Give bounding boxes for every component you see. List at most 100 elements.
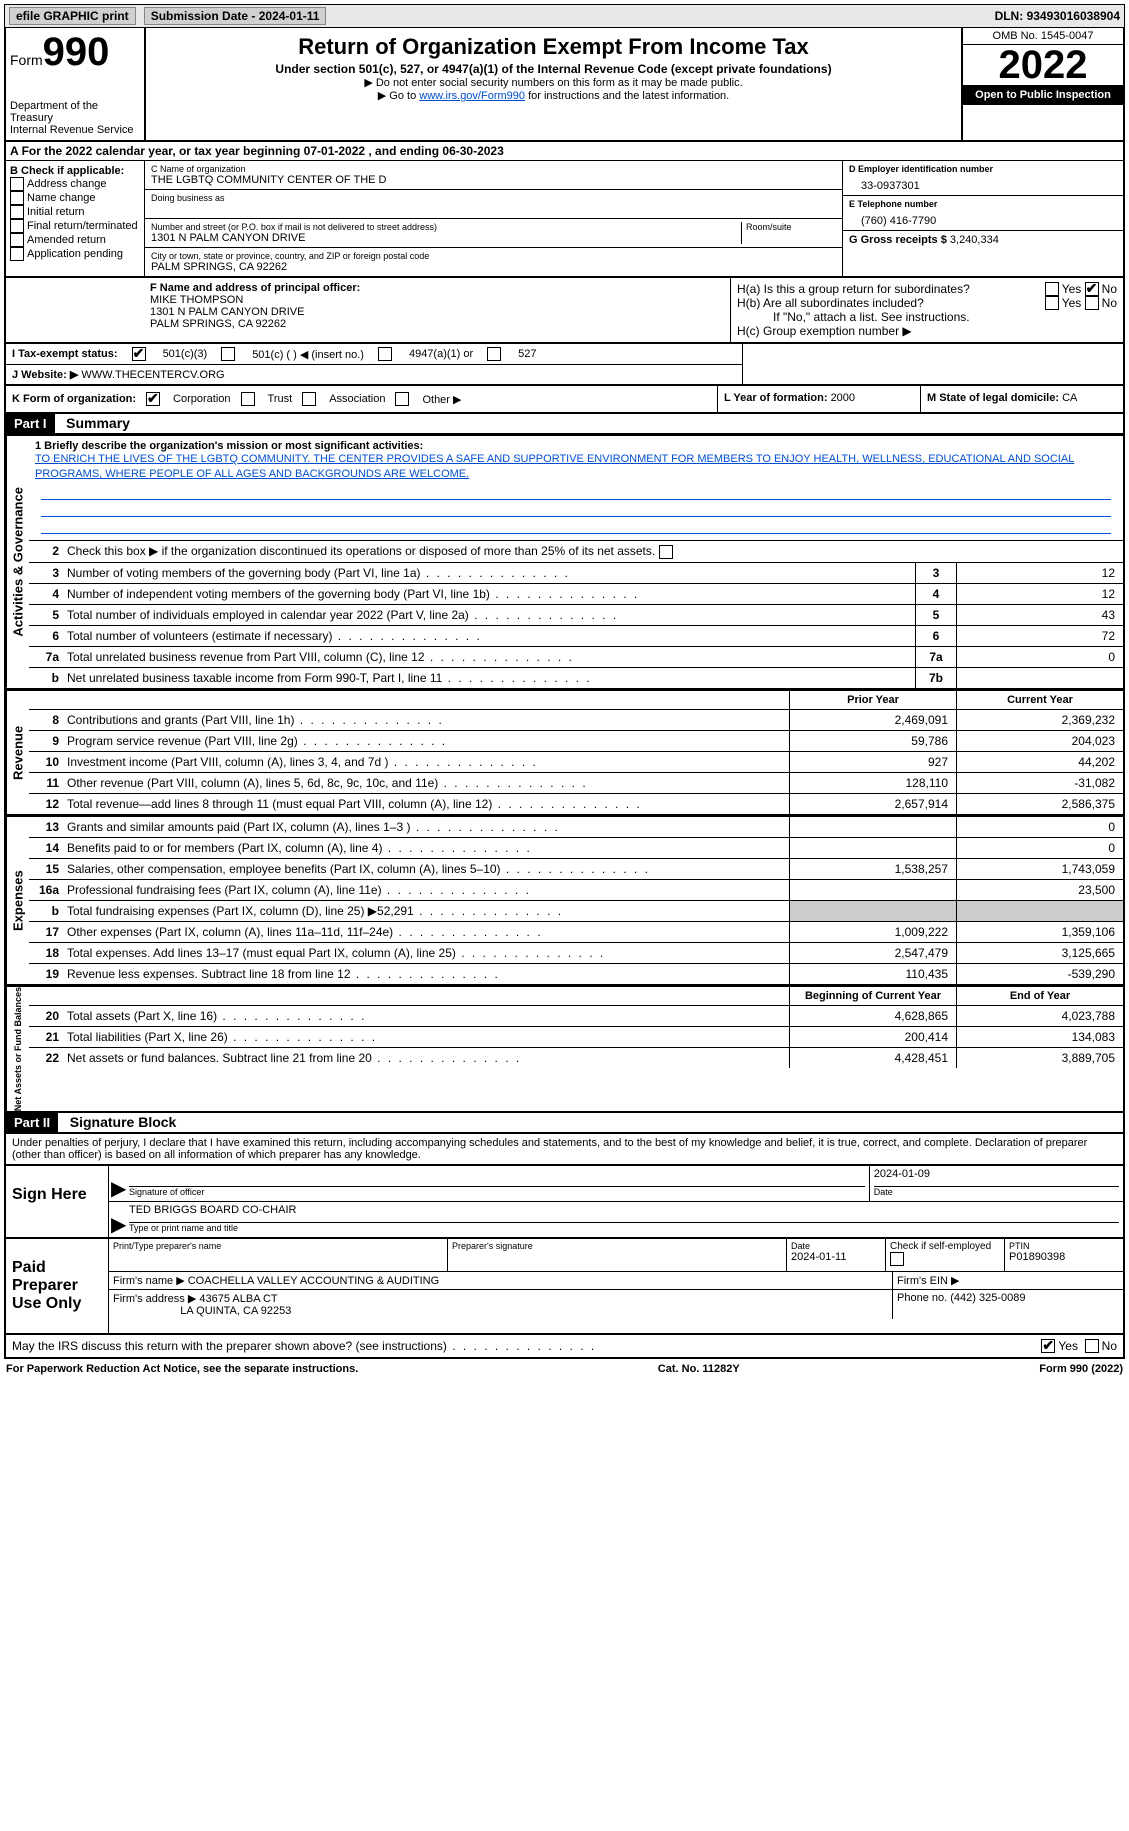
ln6: 6	[29, 626, 65, 646]
py-9: 59,786	[789, 731, 956, 751]
form-header: Form990 Department of the Treasury Inter…	[4, 28, 1125, 142]
cy-13: 0	[956, 817, 1123, 837]
phone-val: (760) 416-7790	[849, 209, 1117, 227]
ln19: 19	[29, 964, 65, 984]
py-11: 128,110	[789, 773, 956, 793]
key-6: 6	[915, 626, 957, 646]
desc-17: Other expenses (Part IX, column (A), lin…	[65, 922, 789, 942]
ij-row: I Tax-exempt status: 501(c)(3) 501(c) ( …	[4, 344, 1125, 386]
cb-4947[interactable]	[378, 347, 392, 361]
box-b-title: B Check if applicable:	[10, 165, 140, 177]
ha-yes[interactable]	[1045, 282, 1059, 296]
opt-final: Final return/terminated	[27, 220, 138, 232]
cb-name-change[interactable]	[10, 191, 24, 205]
desc-21: Total liabilities (Part X, line 26)	[65, 1027, 789, 1047]
arrow-icon: ▶	[109, 1166, 125, 1201]
prep-check-lbl: Check if self-employed	[890, 1241, 991, 1252]
firm-phone-val: (442) 325-0089	[950, 1292, 1025, 1304]
cb-501c3[interactable]	[132, 347, 146, 361]
desc-16a: Professional fundraising fees (Part IX, …	[65, 880, 789, 900]
py-20: 4,628,865	[789, 1006, 956, 1026]
cb-assoc[interactable]	[302, 392, 316, 406]
py-22: 4,428,451	[789, 1048, 956, 1068]
eoy-hdr: End of Year	[956, 987, 1123, 1005]
submission-date-btn[interactable]: Submission Date - 2024-01-11	[144, 7, 327, 25]
cb-self-employed[interactable]	[890, 1252, 904, 1266]
discuss-yes[interactable]	[1041, 1339, 1055, 1353]
desc-11: Other revenue (Part VIII, column (A), li…	[65, 773, 789, 793]
mission-text: TO ENRICH THE LIVES OF THE LGBTQ COMMUNI…	[35, 452, 1117, 483]
cb-pending[interactable]	[10, 247, 24, 261]
key-b: 7b	[915, 668, 957, 688]
cb-other[interactable]	[395, 392, 409, 406]
cy-9: 204,023	[956, 731, 1123, 751]
hb-note: If "No," attach a list. See instructions…	[737, 310, 1117, 324]
desc-5: Total number of individuals employed in …	[65, 605, 915, 625]
mission-lbl: 1 Briefly describe the organization's mi…	[35, 440, 1117, 452]
gross-val: 3,240,334	[950, 234, 999, 246]
website-lbl: J Website: ▶	[12, 369, 81, 381]
form-number: 990	[43, 30, 110, 74]
py-13	[789, 817, 956, 837]
col-b-checks: B Check if applicable: Address change Na…	[6, 161, 145, 276]
efile-print-btn[interactable]: efile GRAPHIC print	[9, 7, 136, 25]
mission-blank2	[41, 502, 1111, 517]
val-3: 12	[957, 563, 1123, 583]
desc-b: Net unrelated business taxable income fr…	[65, 668, 915, 688]
lnb: b	[29, 901, 65, 921]
formorg-lbl: K Form of organization:	[12, 393, 136, 405]
val-4: 12	[957, 584, 1123, 604]
prep-sig-lbl: Preparer's signature	[452, 1241, 782, 1251]
opt-501c3: 501(c)(3)	[163, 348, 208, 360]
cb-final[interactable]	[10, 219, 24, 233]
side-expenses: Expenses	[6, 817, 29, 984]
cb-discontinued[interactable]	[659, 545, 673, 559]
cb-527[interactable]	[487, 347, 501, 361]
side-net: Net Assets or Fund Balances	[6, 987, 29, 1111]
ha-lbl: H(a) Is this a group return for subordin…	[737, 282, 1045, 296]
period-row: A For the 2022 calendar year, or tax yea…	[4, 142, 1125, 161]
cb-address-change[interactable]	[10, 177, 24, 191]
part1-header: Part I Summary	[4, 414, 1125, 435]
ln9: 9	[29, 731, 65, 751]
key-7a: 7a	[915, 647, 957, 667]
cb-amended[interactable]	[10, 233, 24, 247]
prior-year-hdr: Prior Year	[789, 691, 956, 709]
sig-date-val: 2024-01-09	[874, 1168, 1119, 1187]
opt-corp: Corporation	[173, 393, 230, 405]
desc-22: Net assets or fund balances. Subtract li…	[65, 1048, 789, 1068]
cb-trust[interactable]	[241, 392, 255, 406]
dln-label: DLN: 93493016038904	[995, 9, 1120, 23]
note2-pre: ▶ Go to	[378, 90, 419, 102]
tax-year: 2022	[963, 45, 1123, 85]
opt-address: Address change	[27, 178, 107, 190]
hb-yes[interactable]	[1045, 296, 1059, 310]
desc-14: Benefits paid to or for members (Part IX…	[65, 838, 789, 858]
klm-row: K Form of organization: Corporation Trus…	[4, 386, 1125, 414]
py-15: 1,538,257	[789, 859, 956, 879]
irs-link[interactable]: www.irs.gov/Form990	[419, 90, 525, 102]
ln12: 12	[29, 794, 65, 814]
dba-lbl: Doing business as	[151, 193, 836, 203]
cy-18: 3,125,665	[956, 943, 1123, 963]
desc-20: Total assets (Part X, line 16)	[65, 1006, 789, 1026]
ha-no[interactable]	[1085, 282, 1099, 296]
discuss-row: May the IRS discuss this return with the…	[4, 1335, 1125, 1359]
prep-name-lbl: Print/Type preparer's name	[113, 1241, 443, 1251]
hb-no[interactable]	[1085, 296, 1099, 310]
cb-initial[interactable]	[10, 205, 24, 219]
ln13: 13	[29, 817, 65, 837]
ln17: 17	[29, 922, 65, 942]
discuss-no[interactable]	[1085, 1339, 1099, 1353]
cb-501c[interactable]	[221, 347, 235, 361]
cb-corp[interactable]	[146, 392, 160, 406]
py-8: 2,469,091	[789, 710, 956, 730]
cy-20: 4,023,788	[956, 1006, 1123, 1026]
boc-hdr: Beginning of Current Year	[789, 987, 956, 1005]
desc-10: Investment income (Part VIII, column (A)…	[65, 752, 789, 772]
col-deg: D Employer identification number 33-0937…	[843, 161, 1123, 276]
room-lbl: Room/suite	[746, 222, 836, 232]
firm-addr-val: 43675 ALBA CT	[199, 1293, 277, 1305]
side-revenue: Revenue	[6, 691, 29, 814]
desc-4: Number of independent voting members of …	[65, 584, 915, 604]
